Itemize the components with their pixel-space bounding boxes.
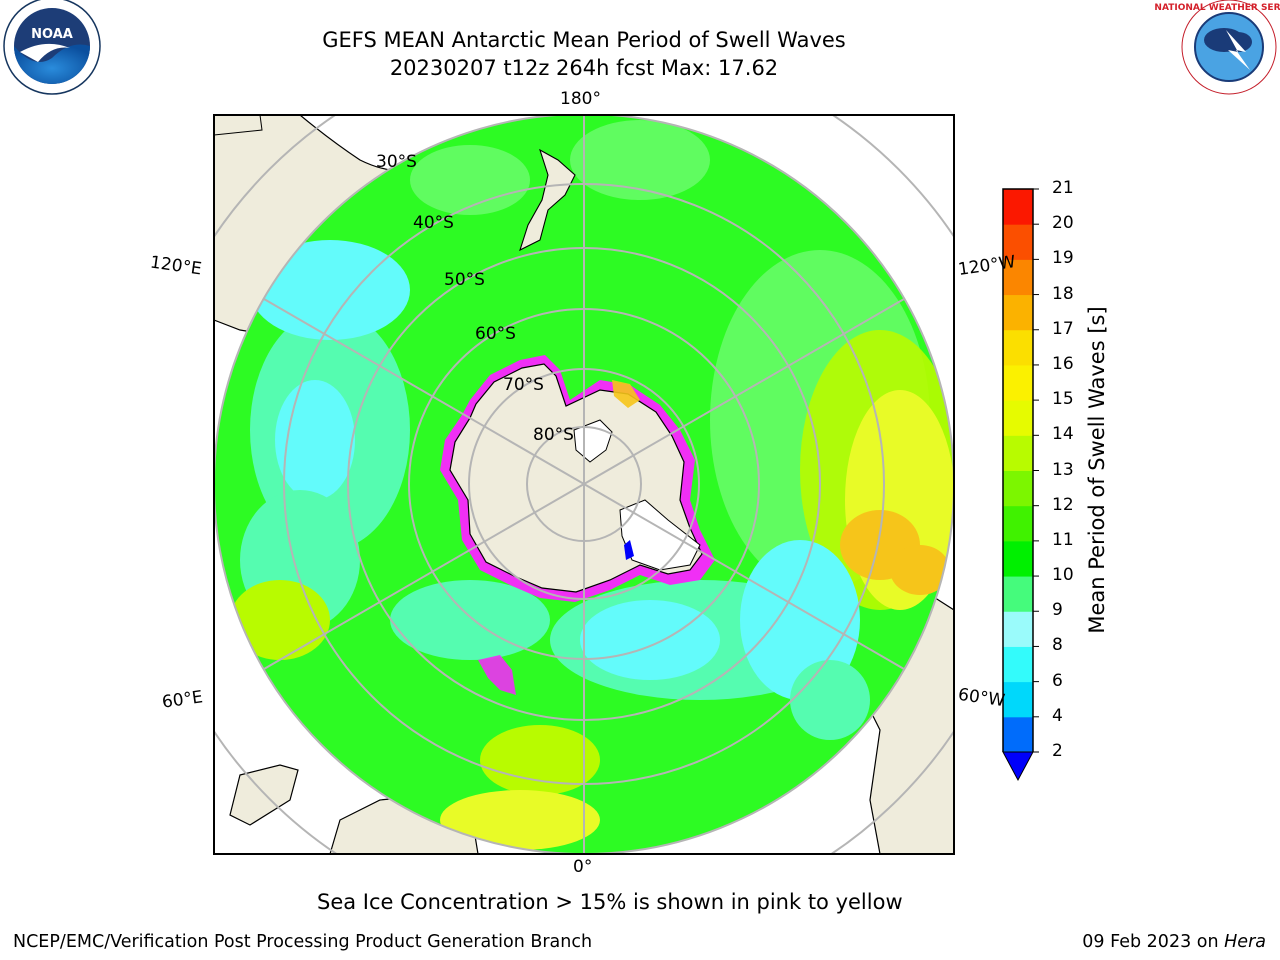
colorbar-tick-label: 21 <box>1052 178 1074 198</box>
colorbar-swatch <box>1003 611 1033 647</box>
chart-title: GEFS MEAN Antarctic Mean Period of Swell… <box>322 28 846 52</box>
colorbar-tick-label: 14 <box>1052 424 1074 445</box>
ice-patch-ross <box>612 380 640 408</box>
land-new-zealand <box>519 148 576 252</box>
colorbar-tick-label: 13 <box>1052 459 1074 480</box>
graticule <box>214 115 954 854</box>
colorbar-swatch <box>1003 189 1033 225</box>
noaa-logo-text: NOAA <box>31 27 73 42</box>
lat-label-80s: 80°S <box>533 425 574 445</box>
colorbar-swatch <box>1003 576 1033 612</box>
lat-label-40s: 40°S <box>413 213 454 233</box>
chart-subtitle: 20230207 t12z 264h fcst Max: 17.62 <box>389 56 779 80</box>
colorbar-tick-label: 16 <box>1052 353 1074 374</box>
antarctica <box>440 355 715 695</box>
land-madagascar <box>229 764 299 826</box>
run-date: 09 Feb 2023 on Hera <box>1082 932 1266 952</box>
colorbar-tick-label: 17 <box>1052 318 1074 339</box>
colorbar-swatch <box>1003 259 1033 296</box>
colorbar-tick-label: 19 <box>1052 248 1074 269</box>
colorbar-swatch <box>1003 294 1033 331</box>
colorbar-swatch <box>1003 716 1033 753</box>
colorbar-swatch <box>1003 400 1033 436</box>
colorbar-tick-label: 12 <box>1052 494 1074 515</box>
ice-patch-kerguelen <box>478 655 516 695</box>
colorbar-swatch <box>1003 364 1033 401</box>
colorbar-tick-label: 18 <box>1052 283 1074 304</box>
host-name: Hera <box>1224 932 1266 952</box>
colorbar-swatch <box>1003 505 1033 542</box>
colorbar-tick-label: 9 <box>1052 600 1063 621</box>
credit-line: NCEP/EMC/Verification Post Processing Pr… <box>13 932 593 952</box>
sea-ice-note: Sea Ice Concentration > 15% is shown in … <box>317 890 903 914</box>
colorbar <box>1002 188 1039 782</box>
lat-label-50s: 50°S <box>444 270 485 290</box>
map-frame <box>213 114 955 855</box>
lon-label-180: 180° <box>560 89 601 109</box>
colorbar-tick-label: 20 <box>1052 213 1074 234</box>
lat-label-30s: 30°S <box>376 152 417 172</box>
colorbar-tick-label: 6 <box>1052 670 1063 691</box>
lat-label-60s: 60°S <box>475 324 516 344</box>
colorbar-swatch <box>1003 435 1033 471</box>
colorbar-tick-label: 11 <box>1052 529 1074 550</box>
colorbar-swatch <box>1003 681 1033 718</box>
colorbar-swatch <box>1003 646 1033 683</box>
colorbar-swatch <box>1003 329 1033 366</box>
colorbar-tick-label: 8 <box>1052 635 1063 656</box>
colorbar-tick-label: 15 <box>1052 389 1074 410</box>
colorbar-tick-label: 2 <box>1052 741 1063 761</box>
colorbar-tick-label: 10 <box>1052 565 1074 586</box>
map-panel <box>213 114 955 855</box>
nws-logo: NATIONAL WEATHER SERVICE <box>1154 0 1280 95</box>
colorbar-label: Mean Period of Swell Waves [s] <box>1085 306 1109 634</box>
colorbar-tick-label: 4 <box>1052 705 1063 726</box>
run-date-text: 09 Feb 2023 on <box>1082 932 1225 952</box>
colorbar-swatch <box>1003 224 1033 260</box>
lon-label-0: 0° <box>573 857 593 877</box>
colorbar-swatch <box>1003 470 1033 507</box>
colorbar-extend-triangle <box>1002 751 1034 782</box>
lat-label-70s: 70°S <box>503 375 544 395</box>
svg-text:NATIONAL WEATHER SERVICE: NATIONAL WEATHER SERVICE <box>1154 3 1280 13</box>
noaa-logo: NOAA <box>3 0 101 95</box>
land-corner-tl <box>214 115 263 136</box>
colorbar-swatch <box>1003 540 1033 577</box>
